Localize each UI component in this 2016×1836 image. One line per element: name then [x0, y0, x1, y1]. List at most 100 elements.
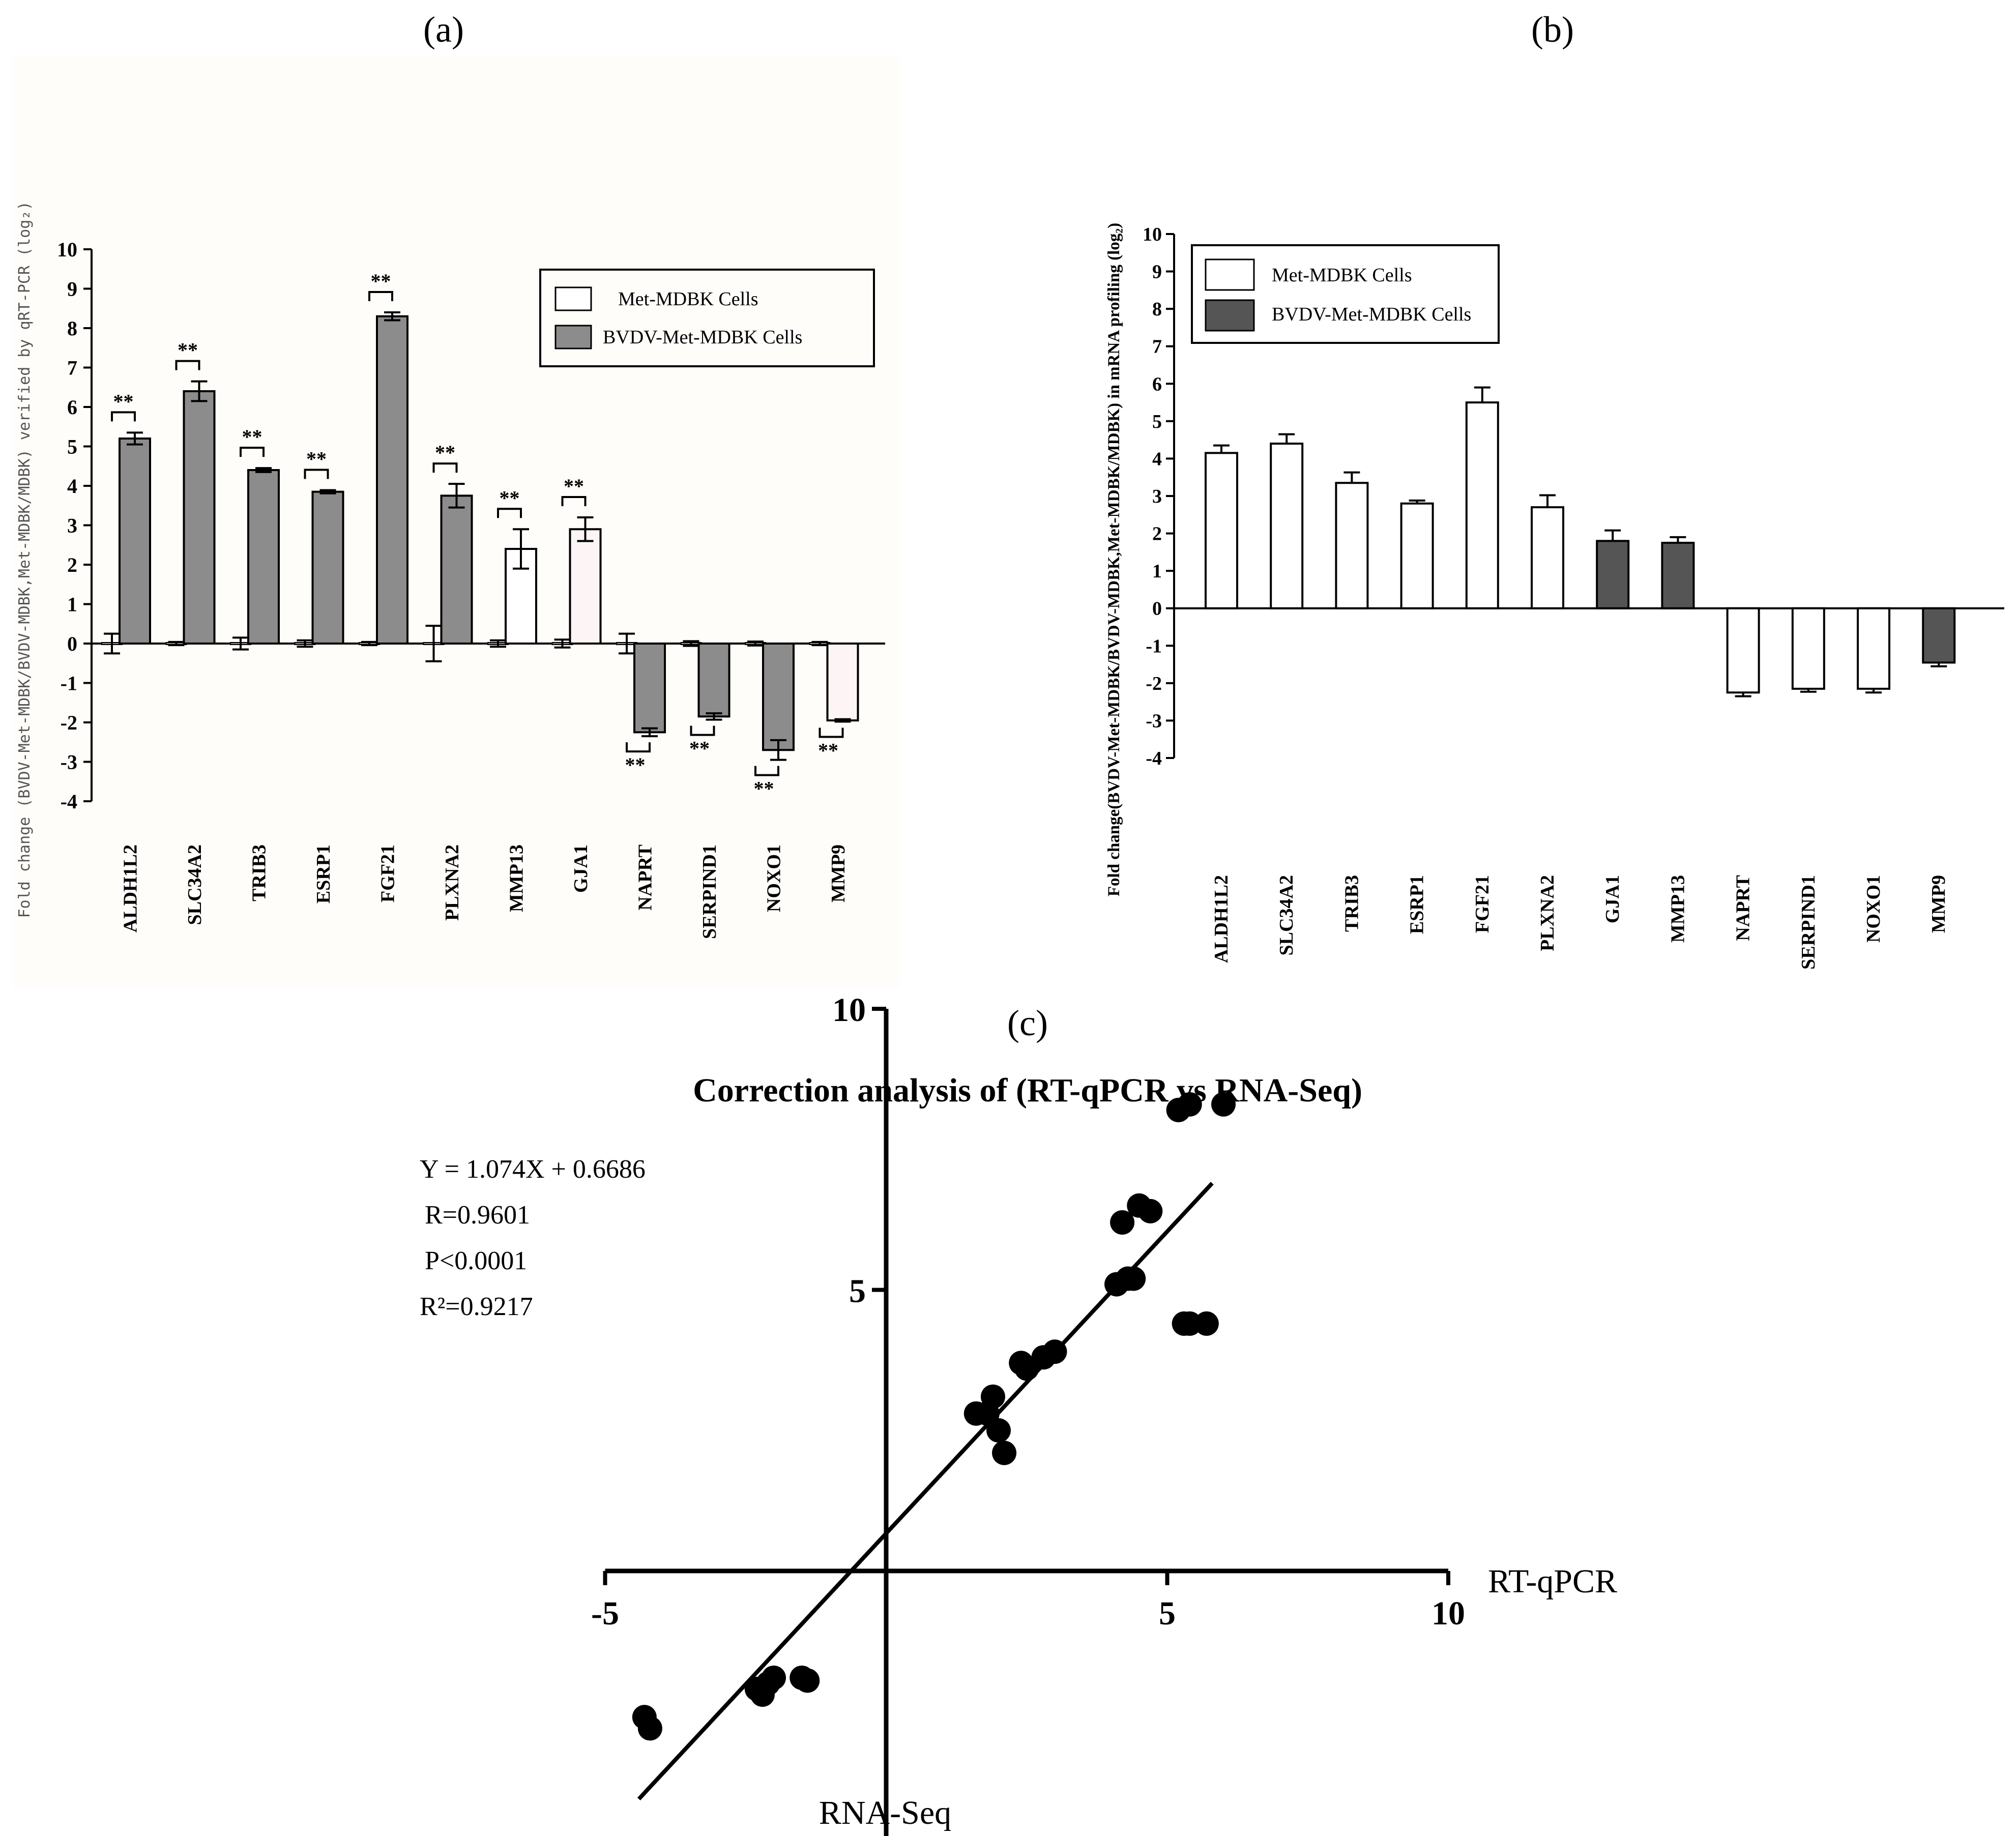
panel-a-legend-swatch-met: [554, 286, 592, 311]
panel-a-category-label: PLXNA2: [442, 844, 463, 921]
panel-a-bar-treated: [183, 390, 216, 645]
panel-a-bar-treated: [633, 643, 666, 734]
panel-c-axes: -5 5 10 10 5 -5: [591, 992, 1465, 1836]
panel-b-bar: [1400, 502, 1434, 609]
panel-a-significance-label: **: [306, 448, 327, 471]
panel-b-bar: [1465, 401, 1499, 609]
panel-c-data-point: [1211, 1092, 1236, 1117]
panel-c-y-axis-title: RNA-Seq: [819, 1794, 951, 1831]
panel-a-y-tick-label: 6: [67, 396, 77, 419]
panel-a-significance-label: **: [625, 753, 646, 776]
panel-a-significance-label: **: [689, 737, 710, 760]
panel-a-y-axis-title: Fold change (BVDV-Met-MDBK/BVDV-MDBK,Met…: [16, 201, 34, 918]
panel-a-significance-label: **: [371, 270, 391, 293]
panel-a-bar-treated: [311, 490, 344, 645]
panel-c-data-point: [795, 1668, 820, 1693]
panel-b-y-tick-label: -3: [1146, 710, 1162, 732]
panel-c-data-point: [762, 1665, 786, 1690]
panel-b-label: (b): [1531, 9, 1574, 50]
panel-a-category-label: MMP13: [506, 844, 527, 912]
panel-a-bar-treated: [697, 643, 731, 718]
panel-a-significance-label: **: [500, 486, 520, 509]
panel-c-x-tick-label: -5: [591, 1595, 619, 1632]
panel-a-y-tick-label: -2: [61, 711, 77, 734]
panel-b-category-label: ALDH1L2: [1211, 875, 1232, 963]
panel-a-bar-treated: [440, 494, 473, 645]
panel-c-data-point: [986, 1418, 1011, 1443]
panel-a-y-tick-label: 8: [67, 317, 77, 340]
panel-b-category-label: MMP9: [1928, 875, 1949, 933]
panel-c-x-tick-label: 5: [1159, 1595, 1176, 1632]
panel-a-significance-bracket: [111, 411, 136, 422]
panel-c-x-tick-label: 10: [1431, 1595, 1465, 1632]
panel-b-y-tick-label: -1: [1146, 635, 1162, 657]
panel-b-y-tick-label: 5: [1152, 411, 1162, 432]
panel-a-bar-treated: [569, 528, 602, 645]
panel-b-bar: [1531, 506, 1564, 609]
panel-c-stat-p: P<0.0001: [425, 1246, 527, 1275]
panel-a-y-tick-label: 2: [67, 553, 77, 576]
panel-b-legend-met: Met-MDBK Cells: [1272, 265, 1412, 286]
panel-c-data-point: [1121, 1266, 1146, 1291]
panel-b-category-label: MMP13: [1667, 875, 1688, 943]
panel-b-legend-swatch-met: [1205, 258, 1255, 291]
panel-a-legend-box: [539, 269, 875, 367]
panel-c: (c) Correction analysis of (RT-qPCR vs R…: [420, 992, 1617, 1836]
panel-b-category-label: TRIB3: [1341, 875, 1362, 932]
panel-a-y-tick-label: 7: [67, 357, 77, 380]
panel-a-significance-bracket: [432, 462, 458, 473]
panel-a-legend-bvdv: BVDV-Met-MDBK Cells: [603, 327, 802, 348]
panel-a-bar-treated: [247, 469, 280, 645]
panel-a-significance-label: **: [113, 390, 134, 413]
panel-a-significance-label: **: [435, 441, 455, 464]
panel-c-y-tick-label: 10: [832, 992, 866, 1029]
panel-b-y-tick-label: 9: [1152, 261, 1162, 283]
panel-a-category-label: NAPRT: [634, 844, 656, 911]
panel-c-data-point: [1177, 1311, 1202, 1336]
panel-c-stat-r: R=0.9601: [425, 1201, 530, 1230]
panel-c-points: [632, 1092, 1236, 1741]
panel-c-data-point: [637, 1716, 662, 1741]
panel-b-category-label: NAPRT: [1733, 875, 1754, 941]
panel-a-significance-label: **: [178, 339, 198, 362]
panel-b-category-labels: ALDH1L2 SLC34A2 TRIB3 ESRP1 FGF21 PLXNA2 GJA1 M…: [1211, 875, 1949, 970]
panel-a-legend-met: Met-MDBK Cells: [618, 288, 758, 310]
panel-b-y-tick-label: 2: [1152, 523, 1162, 545]
panel-a-bar-treated: [826, 643, 859, 722]
panel-b-bar: [1205, 452, 1238, 609]
panel-a-significance-bracket: [690, 725, 715, 736]
panel-a-category-label: SLC34A2: [184, 844, 206, 925]
panel-c-data-point: [1110, 1210, 1135, 1235]
panel-a-significance-bracket: [819, 727, 844, 738]
panel-a-significance-bracket: [497, 508, 522, 518]
panel-a-y-tick-label: 10: [57, 238, 77, 261]
panel-b-y-tick-label: -4: [1146, 748, 1162, 769]
panel-c-data-point: [1177, 1092, 1202, 1117]
panel-a-significance-bracket: [304, 469, 329, 479]
panel-a-y-tick-label: 9: [67, 278, 77, 301]
panel-a-significance-bracket: [368, 291, 393, 301]
panel-a-significance-bracket: [626, 742, 651, 753]
panel-a-y-tick-label: -1: [61, 672, 77, 695]
panel-a-significance-label: **: [818, 739, 838, 762]
panel-a-y-tick-label: -4: [61, 790, 77, 813]
panel-a-bar-treated: [119, 438, 151, 645]
panel-a-label: (a): [423, 9, 464, 50]
panel-a-category-label: ALDH1L2: [120, 844, 141, 932]
panel-a-legend-swatch-bvdv: [554, 325, 592, 349]
panel-a-significance-bracket: [754, 766, 779, 776]
panel-b-y-tick-label: 7: [1152, 336, 1162, 358]
panel-c-y-tick-label: 5: [849, 1273, 866, 1310]
panel-c-data-point: [980, 1384, 1005, 1409]
panel-b-bar: [1661, 541, 1695, 609]
panel-a: (a) Fold change (BVDV-Met-MDBK/BVDV-MDBK…: [13, 9, 900, 987]
panel-b-bar: [1791, 607, 1825, 690]
panel-a-significance-bracket: [561, 496, 587, 506]
panel-a-category-label: TRIB3: [248, 844, 270, 901]
panel-b-y-tick-label: 8: [1152, 299, 1162, 320]
panel-b-y-tick-label: 10: [1143, 224, 1162, 245]
panel-a-significance-label: **: [754, 777, 774, 800]
panel-b: (b) Fold change(BVDV-Met-MDBK/BVDV-MDBK,…: [1105, 9, 2004, 970]
panel-a-y-tick-label: 3: [67, 514, 77, 537]
panel-c-y-tick-label: -5: [838, 1835, 866, 1836]
